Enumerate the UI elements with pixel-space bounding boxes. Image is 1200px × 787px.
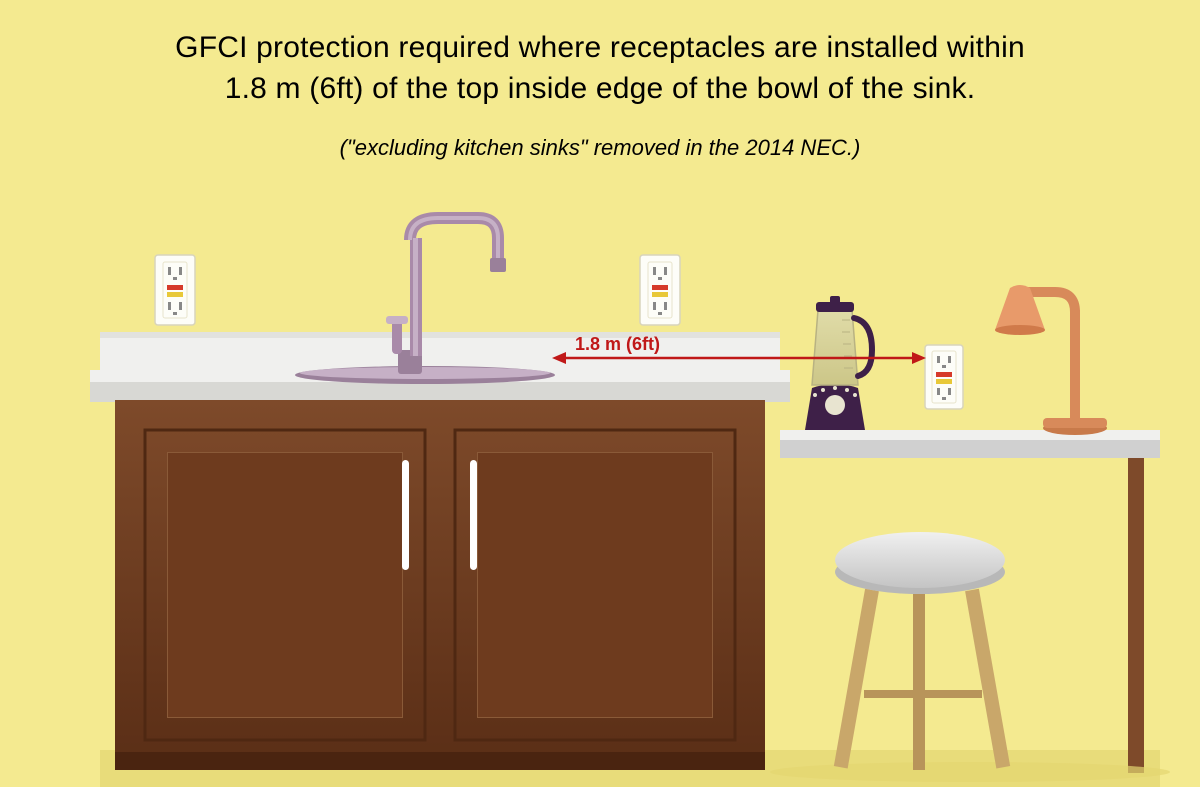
cabinet-door-left	[145, 430, 425, 740]
desk-lamp	[995, 285, 1107, 435]
blender	[805, 296, 872, 430]
gfci-outlet-left	[155, 255, 195, 325]
stool	[834, 532, 1010, 770]
cabinet-handle-right	[470, 460, 477, 570]
kitchen-illustration	[0, 0, 1200, 787]
cabinet-door-right	[455, 430, 735, 740]
sink	[295, 366, 555, 384]
dimension-label: 1.8 m (6ft)	[575, 334, 660, 355]
gfci-outlet-right	[925, 345, 963, 409]
cabinet	[115, 400, 765, 770]
gfci-outlet-middle	[640, 255, 680, 325]
cabinet-handle-left	[402, 460, 409, 570]
